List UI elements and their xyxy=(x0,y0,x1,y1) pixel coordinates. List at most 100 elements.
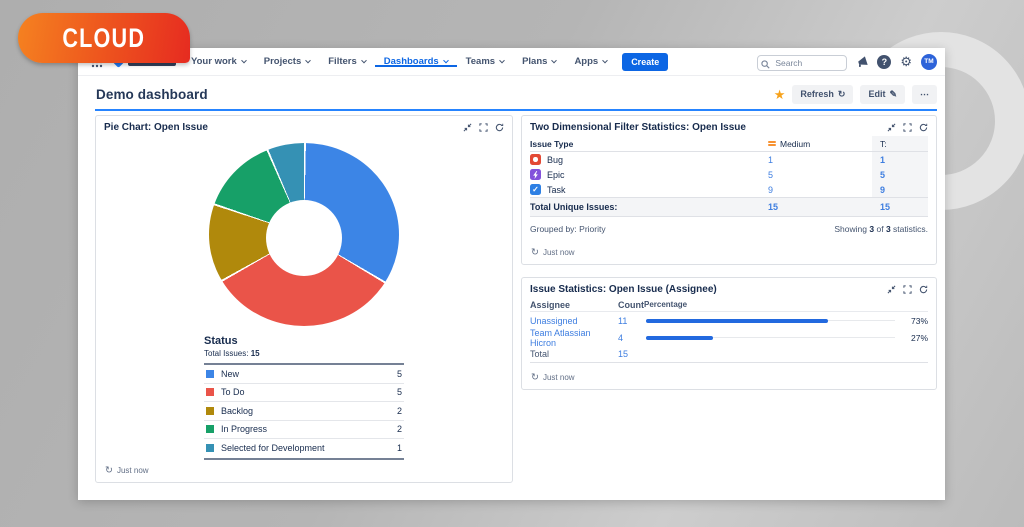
edit-button[interactable]: Edit✎ xyxy=(860,85,905,104)
legend-row-in-progress[interactable]: In Progress 2 xyxy=(204,421,404,440)
expand-icon[interactable] xyxy=(479,123,488,132)
count-link[interactable]: 11 xyxy=(618,316,644,326)
panel-header-icons xyxy=(887,123,928,132)
percentage-bar-track xyxy=(646,319,895,323)
legend-value: 5 xyxy=(397,369,404,379)
chevron-down-icon xyxy=(361,57,367,63)
medium-count-link[interactable]: 1 xyxy=(768,152,872,167)
nav-item-label: Teams xyxy=(466,56,495,67)
legend-value: 5 xyxy=(397,387,404,397)
help-icon[interactable]: ? xyxy=(877,55,891,69)
expand-icon[interactable] xyxy=(903,123,912,132)
assignee-link[interactable]: Unassigned xyxy=(530,316,618,326)
announcements-icon[interactable] xyxy=(856,56,868,68)
minimize-icon[interactable] xyxy=(887,123,896,132)
edit-button-label: Edit xyxy=(868,89,885,99)
issue-type-cell: Bug xyxy=(530,152,768,167)
total-count-link[interactable]: 1 xyxy=(872,152,928,167)
priority-medium-icon xyxy=(768,141,776,147)
issue-type-label: Task xyxy=(547,185,566,195)
user-avatar[interactable]: TM xyxy=(921,54,937,70)
task-icon: ✓ xyxy=(530,184,541,195)
refresh-icon[interactable] xyxy=(919,285,928,294)
total-count-link[interactable]: 5 xyxy=(872,167,928,182)
legend-label: Backlog xyxy=(221,406,253,416)
last-refreshed[interactable]: ↻ Just now xyxy=(522,367,936,390)
page-title: Demo dashboard xyxy=(96,87,208,102)
nav-item-label: Plans xyxy=(522,56,547,67)
medium-count-link[interactable]: 5 xyxy=(768,167,872,182)
column-assignee: Assignee xyxy=(530,300,618,310)
legend-label: To Do xyxy=(221,387,245,397)
last-refreshed[interactable]: ↻ Just now xyxy=(522,242,936,265)
chevron-down-icon xyxy=(499,57,505,63)
refresh-button-label: Refresh xyxy=(800,89,834,99)
panel-title: Issue Statistics: Open Issue (Assignee) xyxy=(530,284,717,295)
percentage-value: 27% xyxy=(902,333,928,343)
favorite-star-icon[interactable]: ★ xyxy=(774,88,786,101)
chevron-down-icon xyxy=(305,57,311,63)
more-button[interactable]: ⋯ xyxy=(912,85,937,104)
percentage-bar xyxy=(646,336,713,340)
legend-swatch xyxy=(206,425,214,433)
refresh-icon[interactable] xyxy=(495,123,504,132)
chevron-down-icon xyxy=(602,57,608,63)
assignee-link[interactable]: Team Atlassian Hicron xyxy=(530,328,618,348)
dashboard-content: Pie Chart: Open Issue Status Total Issue… xyxy=(78,115,945,483)
panel-header: Two Dimensional Filter Statistics: Open … xyxy=(522,116,936,136)
nav-item-teams[interactable]: Teams xyxy=(457,56,513,67)
legend-value: 2 xyxy=(397,406,404,416)
total-medium-link[interactable]: 15 xyxy=(768,198,872,216)
jira-app-window: Your work Projects Filters Dashboards Te… xyxy=(78,48,945,500)
refresh-icon[interactable] xyxy=(919,123,928,132)
table-row-team-atlassian-hicron: Team Atlassian Hicron 4 27% xyxy=(530,329,928,346)
table-total-row: Total Unique Issues: 15 15 xyxy=(530,197,928,217)
nav-item-label: Filters xyxy=(328,56,357,67)
nav-item-dashboards[interactable]: Dashboards xyxy=(375,56,457,67)
nav-item-apps[interactable]: Apps xyxy=(565,56,616,67)
refresh-icon: ↻ xyxy=(105,466,113,476)
dashboard-header-divider xyxy=(95,109,937,111)
legend-total: Total Issues: 15 xyxy=(204,349,404,358)
create-button[interactable]: Create xyxy=(622,53,668,71)
medium-count-link[interactable]: 9 xyxy=(768,182,872,197)
refresh-button[interactable]: Refresh↻ xyxy=(792,85,853,104)
last-refreshed[interactable]: ↻ Just now xyxy=(96,460,512,483)
total-total-link[interactable]: 15 xyxy=(872,198,928,216)
table-row-unassigned: Unassigned 11 73% xyxy=(530,312,928,329)
minimize-icon[interactable] xyxy=(463,123,472,132)
issue-type-label: Epic xyxy=(547,170,565,180)
nav-item-your-work[interactable]: Your work xyxy=(182,56,255,67)
issue-statistics-panel: Issue Statistics: Open Issue (Assignee) … xyxy=(521,277,937,390)
table-total-row: Total 15 xyxy=(530,346,928,363)
donut-chart[interactable] xyxy=(209,143,399,326)
last-refreshed-label: Just now xyxy=(543,373,575,382)
bug-icon xyxy=(530,154,541,165)
settings-gear-icon[interactable]: ⚙ xyxy=(900,55,912,68)
legend-label: Selected for Development xyxy=(221,443,325,453)
nav-item-projects[interactable]: Projects xyxy=(255,56,320,67)
legend-table: New 5 To Do 5 Backlog 2 xyxy=(204,363,404,460)
right-column: Two Dimensional Filter Statistics: Open … xyxy=(521,115,937,483)
nav-item-plans[interactable]: Plans xyxy=(513,56,565,67)
count-link[interactable]: 4 xyxy=(618,333,644,343)
nav-item-filters[interactable]: Filters xyxy=(319,56,375,67)
search-input[interactable] xyxy=(757,55,847,71)
legend-row-selected-for-development[interactable]: Selected for Development 1 xyxy=(204,439,404,458)
total-count-link[interactable]: 9 xyxy=(872,182,928,197)
panel-header-icons xyxy=(463,123,504,132)
panel-title: Pie Chart: Open Issue xyxy=(104,122,208,133)
expand-icon[interactable] xyxy=(903,285,912,294)
cloud-badge-label: CLOUD xyxy=(63,23,146,54)
showing-statistics-text: Showing 3 of 3 statistics. xyxy=(834,224,928,234)
legend-row-backlog[interactable]: Backlog 2 xyxy=(204,402,404,421)
minimize-icon[interactable] xyxy=(887,285,896,294)
column-medium: Medium xyxy=(768,136,872,151)
issue-type-cell: Epic xyxy=(530,167,768,182)
total-row-label: Total Unique Issues: xyxy=(530,198,768,216)
column-total: T: xyxy=(872,136,928,151)
table-row-epic: Epic 5 5 xyxy=(530,167,928,182)
refresh-icon: ↻ xyxy=(531,373,539,383)
legend-row-new[interactable]: New 5 xyxy=(204,365,404,384)
legend-row-todo[interactable]: To Do 5 xyxy=(204,384,404,403)
